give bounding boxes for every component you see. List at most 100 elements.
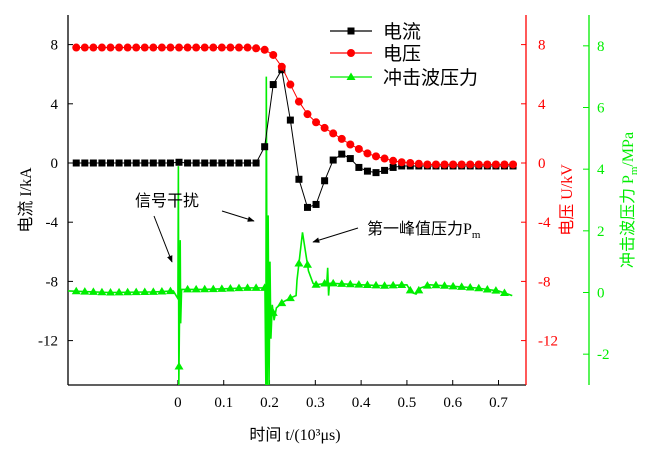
data-point [115,43,124,52]
data-point [175,158,183,166]
x-tick-label: 0.5 [398,395,417,411]
data-point [389,163,397,171]
right2-tick-label: 2 [597,224,605,240]
data-point [440,160,449,169]
data-point [286,116,294,124]
right2-tick-label: 4 [597,162,605,178]
data-point [363,149,372,158]
data-point [98,159,106,167]
data-point [140,287,150,296]
data-point [192,159,200,167]
data-point [89,43,98,52]
data-point [338,150,346,158]
annotation-interference: 信号干扰 [135,192,199,210]
data-point [499,288,509,296]
data-point [200,284,210,293]
data-point [226,43,235,52]
data-point [269,81,277,89]
data-point [312,200,320,208]
data-point [355,163,363,171]
data-point [165,286,175,295]
data-point [465,283,475,291]
data-point [405,285,415,294]
data-point [132,43,141,52]
data-point [388,280,398,289]
data-point [294,97,303,106]
data-point [397,158,406,167]
data-point [235,159,243,167]
data-point [294,258,304,267]
data-point [277,298,287,307]
data-point [509,160,518,169]
data-point [431,280,441,289]
data-point [71,286,81,295]
data-point [72,43,81,52]
right2-tick-label: 8 [597,39,605,55]
data-point [183,284,193,293]
data-point [440,281,450,289]
right2-tick-label: 0 [597,286,605,302]
series-line [76,68,514,209]
data-point [260,45,269,54]
data-point [166,43,175,52]
data-point [252,159,260,167]
data-point [337,134,346,143]
right2-label-main: 冲击波压力 P [619,175,637,268]
data-point [106,43,115,52]
data-point [157,287,167,295]
data-point [302,260,312,268]
data-point [72,159,80,167]
data-point [149,43,158,52]
data-point [474,283,484,292]
legend-marker [347,27,355,35]
data-point [389,156,398,165]
data-point [483,160,492,169]
left-tick-label: -4 [46,215,59,231]
data-point [192,43,201,52]
series-triangle [67,76,513,386]
data-point [457,160,466,169]
data-point [277,62,286,71]
left-tick-label: 0 [51,156,59,172]
legend-marker [346,72,356,80]
data-point [500,160,509,169]
data-point [106,287,116,296]
data-point [217,43,226,52]
data-point [81,159,89,167]
data-point [329,129,338,138]
data-point [183,43,192,52]
data-point [166,159,174,167]
right1-tick-label: -8 [538,274,551,290]
data-point [491,286,501,294]
x-tick-label: 0.1 [214,395,233,411]
data-point [88,287,98,295]
data-point [148,287,158,295]
data-point [268,308,278,316]
legend-marker [347,49,355,57]
data-point [337,279,347,287]
data-point [346,155,354,163]
data-point [149,159,157,167]
data-point [329,156,337,164]
data-point [114,287,124,296]
data-point [312,118,321,127]
left-tick-label: -8 [46,274,59,290]
data-point [184,159,192,167]
data-point [466,160,475,169]
data-point [320,123,329,132]
left-tick-label: -12 [38,334,58,350]
data-point [89,159,97,167]
data-point [226,159,234,167]
data-point [200,43,209,52]
x-tick-label: 0.2 [260,395,279,411]
data-point [491,160,500,169]
data-point [158,159,166,167]
data-point [243,283,253,291]
data-point [414,285,424,294]
left-tick-label: 8 [51,38,59,54]
x-tick-label: 0.3 [306,395,325,411]
data-point [157,43,166,52]
data-point [115,159,123,167]
data-point [321,177,329,185]
